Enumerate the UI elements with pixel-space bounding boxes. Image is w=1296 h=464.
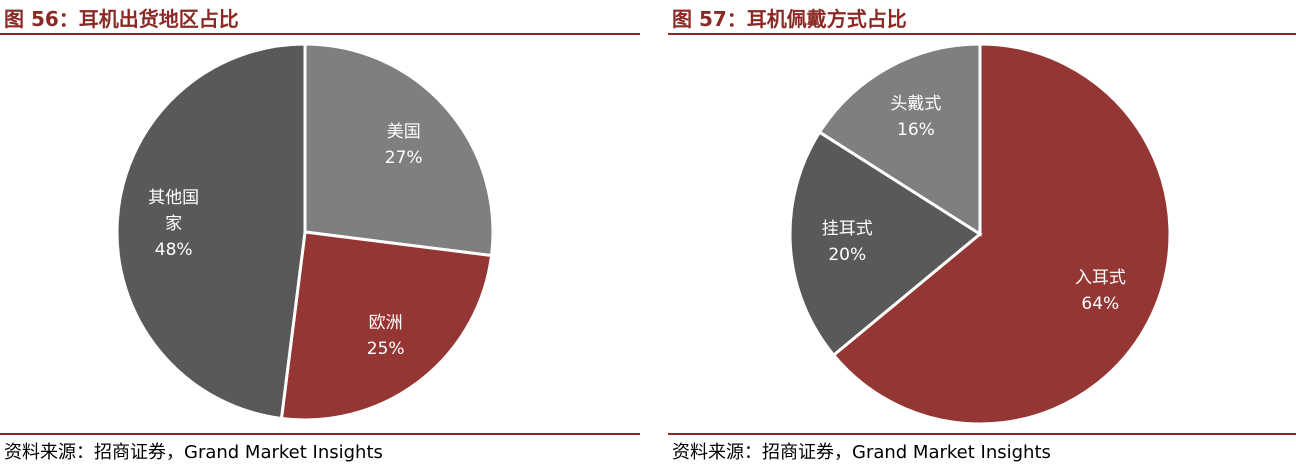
value-label: 20% [828,245,867,266]
category-label: 其他国家 [148,187,200,234]
value-label: 64% [1081,293,1120,314]
slice-label: 美国 27% [377,119,431,171]
category-label: 欧洲 [368,312,403,333]
category-label: 美国 [386,121,421,142]
pie-slice [817,42,982,237]
category-label: 头戴式 [890,94,942,115]
slice-label: 入耳式 64% [1073,265,1127,317]
source-note: 资料来源：招商证券，Grand Market Insights [672,442,1051,463]
pie-slice [279,230,494,422]
slice-label: 其他国家 48% [147,185,201,263]
value-label: 16% [897,120,935,141]
slice-label: 头戴式 16% [889,91,943,143]
pie-slice [788,130,983,358]
value-label: 48% [154,239,193,260]
category-label: 挂耳式 [821,219,873,240]
chart-title: 图 56：耳机出货地区占比 [4,7,239,31]
category-label: 入耳式 [1074,267,1126,288]
slice-label: 挂耳式 20% [820,216,874,268]
chart-title: 图 57：耳机佩戴方式占比 [672,7,907,31]
value-label: 25% [366,338,405,359]
slice-label: 欧洲 25% [359,310,413,362]
value-label: 27% [384,147,423,168]
pie-slice [303,42,495,258]
source-note: 资料来源：招商证券，Grand Market Insights [4,442,383,463]
pie-slice [115,42,307,421]
pie-slice [831,42,1172,426]
